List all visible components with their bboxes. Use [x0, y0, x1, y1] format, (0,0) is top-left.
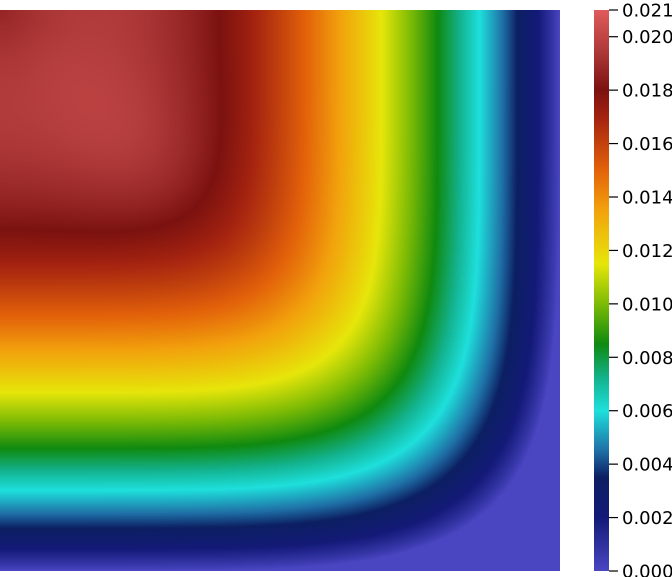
colorbar-tick-label: 0.016	[622, 134, 672, 155]
colorbar-tick-label: 0.006	[622, 401, 672, 422]
colorbar-tick-label: 0.014	[622, 188, 672, 209]
colorbar-gradient	[594, 10, 609, 571]
colorbar-tick-label: 0.002	[622, 508, 672, 529]
colorbar-tick-label: 0.021	[622, 1, 672, 22]
colorbar-tick-label: 0.020	[622, 27, 672, 48]
colorbar-ticks: 0.000 0.002 0.004 0.006 0.008 0.010 0.012 0.014…	[609, 1, 672, 577]
heatmap-field	[0, 10, 560, 571]
colorbar-tick-label: 0.010	[622, 294, 672, 315]
colorbar-tick-label: 0.004	[622, 455, 672, 476]
colorbar-tick-label: 0.008	[622, 348, 672, 369]
colorbar-tick-label: 0.012	[622, 241, 672, 262]
colorbar-tick-label: 0.000	[622, 562, 672, 577]
colorbar-tick-label: 0.018	[622, 81, 672, 102]
